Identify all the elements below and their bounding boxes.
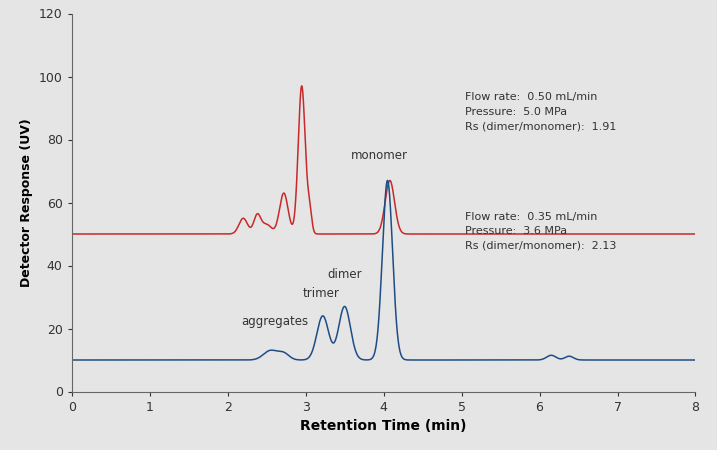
Text: aggregates: aggregates — [241, 315, 308, 328]
X-axis label: Retention Time (min): Retention Time (min) — [300, 419, 467, 433]
Text: dimer: dimer — [327, 268, 362, 281]
Text: Flow rate:  0.50 mL/min
Pressure:  5.0 MPa
Rs (dimer/monomer):  1.91: Flow rate: 0.50 mL/min Pressure: 5.0 MPa… — [465, 92, 617, 131]
Text: Flow rate:  0.35 mL/min
Pressure:  3.6 MPa
Rs (dimer/monomer):  2.13: Flow rate: 0.35 mL/min Pressure: 3.6 MPa… — [465, 212, 617, 251]
Text: monomer: monomer — [351, 148, 408, 162]
Text: trimer: trimer — [303, 287, 340, 300]
Y-axis label: Detector Response (UV): Detector Response (UV) — [20, 118, 33, 287]
